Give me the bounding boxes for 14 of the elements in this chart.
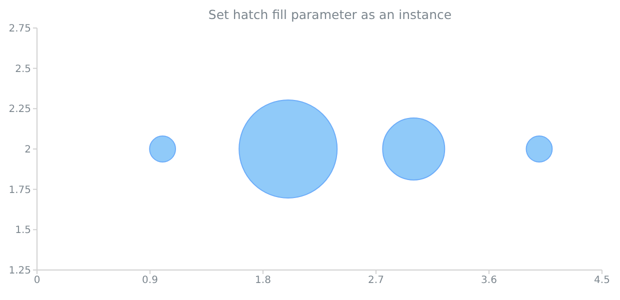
x-tick-label: 0 [34, 275, 40, 286]
y-tick-label: 2.25 [8, 104, 31, 116]
x-tick-label: 2.7 [368, 275, 384, 286]
chart-title: Set hatch fill parameter as an instance [207, 7, 453, 22]
y-tick-label: 2.75 [8, 24, 31, 35]
y-tick-label: 1.75 [8, 184, 31, 196]
y-tick-label: 2.5 [15, 64, 31, 75]
x-tick-label: 1.8 [255, 275, 271, 286]
x-tick-label: 4.5 [594, 275, 610, 286]
x-tick-label: 0.9 [142, 275, 158, 286]
y-tick-label: 1.25 [8, 266, 31, 277]
y-tick-label: 1.5 [15, 225, 31, 236]
y-tick-label: 2 [24, 144, 31, 156]
x-tick-label: 3.6 [481, 275, 497, 286]
